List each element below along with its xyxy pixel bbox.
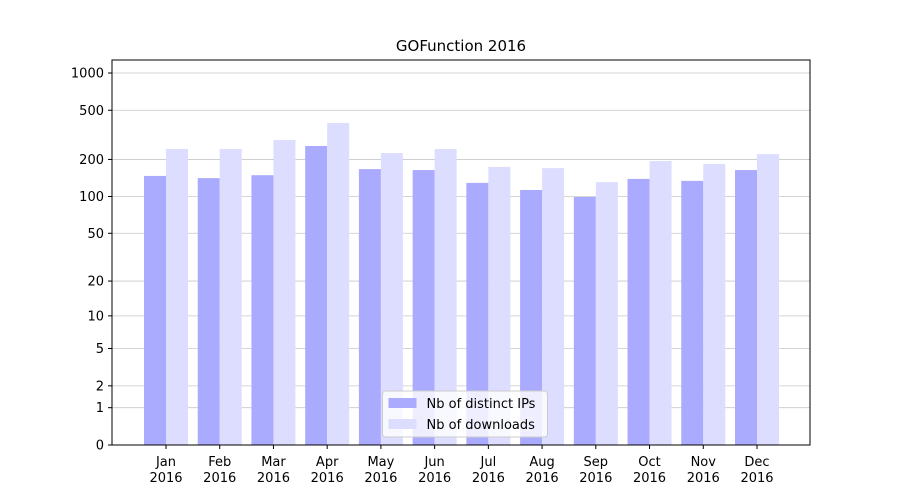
x-tick-label: Nov 2016 xyxy=(687,455,720,486)
y-tick-label: 0 xyxy=(96,439,104,454)
bar xyxy=(305,145,328,445)
x-tick-label: Aug 2016 xyxy=(526,455,559,486)
plot-frame xyxy=(111,59,811,446)
bar xyxy=(488,166,511,446)
chart-title: GOFunction 2016 xyxy=(396,37,526,55)
y-tick-label: 500 xyxy=(79,104,104,119)
bar xyxy=(681,180,704,445)
bar xyxy=(595,182,618,445)
bar xyxy=(735,170,757,445)
legend-swatch xyxy=(388,419,417,429)
bar xyxy=(144,175,166,446)
x-tick-label: Feb 2016 xyxy=(203,455,236,486)
bar xyxy=(273,140,296,445)
bar xyxy=(627,178,650,446)
bar xyxy=(434,148,457,446)
bar xyxy=(757,154,779,445)
legend-label: Nb of distinct IPs xyxy=(427,397,536,412)
y-tick-label: 50 xyxy=(87,227,104,242)
y-tick-label: 20 xyxy=(87,275,104,290)
y-tick-label: 1000 xyxy=(71,66,104,81)
y-tick-label: 10 xyxy=(87,309,104,324)
x-tick-label: Sep 2016 xyxy=(579,455,612,486)
x-tick-label: Apr 2016 xyxy=(311,455,344,486)
x-tick-label: May 2016 xyxy=(364,455,397,486)
legend-box xyxy=(382,390,548,438)
legend-swatch xyxy=(388,398,417,408)
bar xyxy=(327,123,350,446)
bar xyxy=(703,163,726,446)
y-tick-label: 100 xyxy=(79,190,104,205)
bar xyxy=(542,168,565,445)
bar xyxy=(649,161,672,445)
bar xyxy=(358,169,381,445)
legend-label: Nb of downloads xyxy=(427,418,536,433)
bar xyxy=(166,148,188,446)
y-tick-label: 1 xyxy=(96,401,104,416)
bar xyxy=(412,170,435,445)
y-tick-label: 2 xyxy=(96,379,104,394)
y-tick-label: 5 xyxy=(96,342,104,357)
x-tick-label: Jul 2016 xyxy=(472,455,505,486)
bar xyxy=(380,153,403,445)
bar xyxy=(520,189,543,445)
bar xyxy=(219,148,242,446)
bar xyxy=(251,175,274,445)
x-tick-label: Mar 2016 xyxy=(257,455,290,486)
bar xyxy=(573,197,596,445)
x-tick-label: Jan 2016 xyxy=(149,455,182,486)
x-tick-label: Dec 2016 xyxy=(740,455,773,486)
y-tick-label: 200 xyxy=(79,153,104,168)
bar xyxy=(466,182,489,446)
x-tick-label: Oct 2016 xyxy=(633,455,666,486)
x-tick-label: Jun 2016 xyxy=(418,455,451,486)
bar xyxy=(197,178,220,446)
